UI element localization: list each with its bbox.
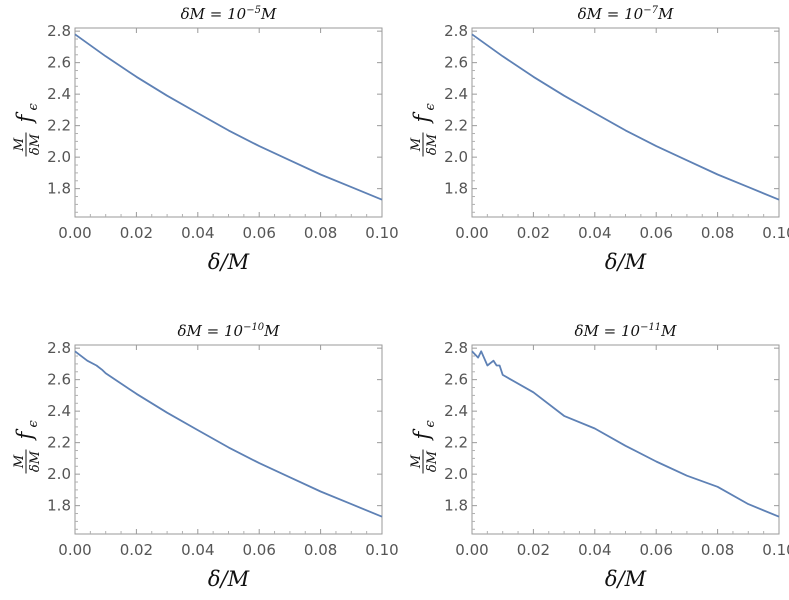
- y-tick-label: 2.6: [47, 371, 71, 389]
- x-tick-label: 0.08: [304, 224, 337, 242]
- y-label-symbol: f: [13, 429, 37, 442]
- y-label-symbol: f: [410, 429, 434, 442]
- y-label-numerator: M: [12, 137, 27, 152]
- y-tick-label: 2.4: [444, 402, 468, 420]
- x-tick-label: 0.04: [181, 541, 214, 559]
- y-label-subscript: ϵ: [26, 103, 41, 111]
- y-label-numerator: M: [409, 137, 424, 152]
- x-tick-label: 0.10: [762, 224, 789, 242]
- y-label-denominator: δM: [425, 133, 440, 155]
- chart-panel-1: 0.00 0.02 0.04 0.06 0.08 0.10 1.8 2.0 2.2 2.4 2.6 2…: [12, 5, 399, 274]
- y-label-symbol: f: [13, 112, 37, 125]
- x-tick-label: 0.08: [304, 541, 337, 559]
- x-tick-label: 0.06: [242, 541, 275, 559]
- y-tick-label: 1.8: [444, 180, 468, 198]
- y-tick-label: 2.6: [47, 54, 71, 72]
- series-line-1: [74, 350, 383, 518]
- x-tick-label: 0.06: [242, 224, 275, 242]
- chart-panel-4: 0.00 0.02 0.04 0.06 0.08 0.10 1.8 2.0 2.2 2.4 2.6 2…: [409, 322, 789, 591]
- series-line-1: [471, 33, 780, 201]
- x-tick-label: 0.06: [639, 224, 672, 242]
- plot-frame: [74, 27, 383, 218]
- y-tick-label: 2.2: [444, 117, 468, 135]
- y-tick-label: 2.0: [47, 148, 71, 166]
- y-tick-label: 2.0: [444, 465, 468, 483]
- y-tick-label: 2.2: [47, 117, 71, 135]
- y-tick-label: 2.6: [444, 54, 468, 72]
- y-tick-label: 1.8: [47, 180, 71, 198]
- chart-title: δM = 10−11M: [574, 322, 677, 340]
- y-tick-label: 2.4: [444, 85, 468, 103]
- y-label-subscript: ϵ: [26, 420, 41, 428]
- x-tick-label: 0.02: [120, 541, 153, 559]
- chart-panel-3: 0.00 0.02 0.04 0.06 0.08 0.10 1.8 2.0 2.2 2.4 2.6 2…: [12, 322, 399, 591]
- x-tick-label: 0.06: [639, 541, 672, 559]
- y-label-denominator: δM: [28, 133, 43, 155]
- x-axis-label: δ/M: [605, 250, 647, 274]
- x-tick-label: 0.02: [517, 541, 550, 559]
- y-tick-label: 2.2: [47, 434, 71, 452]
- x-tick-label: 0.00: [455, 541, 488, 559]
- y-tick-label: 2.2: [444, 434, 468, 452]
- x-tick-label: 0.02: [120, 224, 153, 242]
- chart-title: δM = 10−10M: [177, 322, 280, 340]
- y-tick-label: 2.6: [444, 371, 468, 389]
- y-label-denominator: δM: [28, 450, 43, 472]
- x-tick-label: 0.00: [455, 224, 488, 242]
- chart-title: δM = 10−5M: [181, 5, 277, 23]
- y-tick-label: 2.8: [444, 339, 468, 357]
- y-tick-label: 2.0: [47, 465, 71, 483]
- y-tick-label: 2.0: [444, 148, 468, 166]
- chart-title: δM = 10−7M: [578, 5, 674, 23]
- series-line-1: [471, 350, 780, 518]
- x-tick-label: 0.04: [578, 541, 611, 559]
- x-tick-label: 0.10: [365, 541, 398, 559]
- y-label-subscript: ϵ: [423, 420, 438, 428]
- x-tick-label: 0.10: [365, 224, 398, 242]
- y-label-subscript: ϵ: [423, 103, 438, 111]
- plot-frame: [74, 344, 383, 535]
- series-line-1: [74, 33, 383, 201]
- x-tick-label: 0.04: [578, 224, 611, 242]
- x-axis-label: δ/M: [208, 567, 250, 591]
- y-tick-label: 2.4: [47, 85, 71, 103]
- x-axis-label: δ/M: [605, 567, 647, 591]
- x-tick-label: 0.00: [58, 224, 91, 242]
- y-tick-label: 2.8: [444, 22, 468, 40]
- x-tick-label: 0.00: [58, 541, 91, 559]
- x-tick-label: 0.08: [701, 541, 734, 559]
- chart-panel-2: 0.00 0.02 0.04 0.06 0.08 0.10 1.8 2.0 2.2 2.4 2.6 2…: [409, 5, 789, 274]
- x-tick-label: 0.08: [701, 224, 734, 242]
- y-label-symbol: f: [410, 112, 434, 125]
- y-label-numerator: M: [12, 454, 27, 469]
- y-tick-label: 1.8: [444, 497, 468, 515]
- plot-frame: [471, 344, 780, 535]
- y-label-numerator: M: [409, 454, 424, 469]
- y-label-denominator: δM: [425, 450, 440, 472]
- y-tick-label: 2.4: [47, 402, 71, 420]
- y-tick-label: 2.8: [47, 339, 71, 357]
- y-tick-label: 2.8: [47, 22, 71, 40]
- x-tick-label: 0.02: [517, 224, 550, 242]
- x-axis-label: δ/M: [208, 250, 250, 274]
- x-tick-label: 0.10: [762, 541, 789, 559]
- x-tick-label: 0.04: [181, 224, 214, 242]
- plot-frame: [471, 27, 780, 218]
- y-tick-label: 1.8: [47, 497, 71, 515]
